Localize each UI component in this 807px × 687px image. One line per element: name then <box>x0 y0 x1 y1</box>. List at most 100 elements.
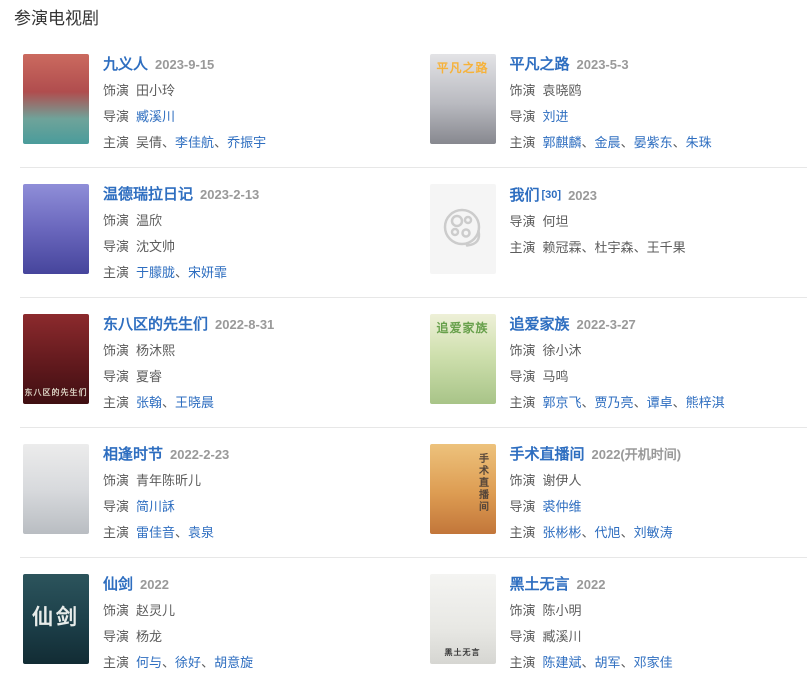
person-link[interactable]: 胡军 <box>595 655 621 670</box>
role-name: 袁晓鸥 <box>543 83 582 98</box>
poster-title-text: 追爱家族 <box>430 321 496 335</box>
name-separator: 、 <box>162 135 175 150</box>
person-name: 夏睿 <box>136 369 162 384</box>
person-link[interactable]: 于朦胧 <box>136 265 175 280</box>
role-row: 饰演田小玲 <box>103 81 266 101</box>
person-link[interactable]: 郭麒麟 <box>543 135 582 150</box>
person-link[interactable]: 熊梓淇 <box>686 395 725 410</box>
person-link[interactable]: 臧溪川 <box>136 109 175 124</box>
cast-row: 主演雷佳音、袁泉 <box>103 523 229 543</box>
series-title-link[interactable]: 手术直播间 <box>510 446 585 463</box>
meta-label: 主演 <box>510 240 536 255</box>
meta-rows: 饰演袁晓鸥导演刘进主演郭麒麟、金晨、晏紫东、朱珠 <box>510 81 712 153</box>
person-link[interactable]: 张翰 <box>136 395 162 410</box>
person-link[interactable]: 雷佳音 <box>136 525 175 540</box>
person-link[interactable]: 郭京飞 <box>543 395 582 410</box>
tv-series-entry: 我们[30]2023 导演何坦主演赖冠霖、杜宇森、王千果 <box>414 184 807 283</box>
role-row: 饰演袁晓鸥 <box>510 81 712 101</box>
meta-label: 主演 <box>103 265 129 280</box>
meta-label: 饰演 <box>510 473 536 488</box>
meta-rows: 饰演谢伊人导演裘仲维主演张彬彬、代旭、刘敏涛 <box>510 471 682 543</box>
name-separator: 、 <box>582 135 595 150</box>
director-row: 导演臧溪川 <box>510 627 673 647</box>
release-date: 2022 <box>140 577 169 592</box>
series-title-link[interactable]: 温德瑞拉日记 <box>103 186 193 203</box>
series-title-link[interactable]: 相逢时节 <box>103 446 163 463</box>
poster-image[interactable]: 黑土无言 <box>430 574 496 664</box>
person-link[interactable]: 刘敏涛 <box>634 525 673 540</box>
person-link[interactable]: 邓家佳 <box>634 655 673 670</box>
poster-image[interactable] <box>23 54 89 144</box>
person-name-list: 张彬彬、代旭、刘敏涛 <box>543 525 673 540</box>
poster-title-text: 黑土无言 <box>430 648 496 658</box>
series-title-link[interactable]: 黑土无言 <box>510 576 570 593</box>
person-link[interactable]: 朱珠 <box>686 135 712 150</box>
person-link[interactable]: 陈建斌 <box>543 655 582 670</box>
person-link[interactable]: 袁泉 <box>188 525 214 540</box>
meta-label: 主演 <box>103 525 129 540</box>
person-name-list: 裘仲维 <box>543 499 582 514</box>
role-row: 饰演徐小沐 <box>510 341 725 361</box>
meta-label: 主演 <box>103 135 129 150</box>
poster-image[interactable]: 平凡之路 <box>430 54 496 144</box>
person-name-list: 于朦胧、宋妍霏 <box>136 265 227 280</box>
poster-image[interactable]: 仙剑 <box>23 574 89 664</box>
series-title-link[interactable]: 追爱家族 <box>510 316 570 333</box>
person-link[interactable]: 宋妍霏 <box>188 265 227 280</box>
meta-rows: 饰演杨沐熙导演夏睿主演张翰、王晓晨 <box>103 341 274 413</box>
poster-image[interactable] <box>430 184 496 274</box>
series-title-link[interactable]: 平凡之路 <box>510 56 570 73</box>
person-link[interactable]: 裘仲维 <box>543 499 582 514</box>
poster-image[interactable]: 东八区的先生们 <box>23 314 89 404</box>
meta-label: 导演 <box>510 369 536 384</box>
meta-rows: 饰演徐小沐导演马鸣主演郭京飞、贾乃亮、谭卓、熊梓淇 <box>510 341 725 413</box>
person-link[interactable]: 晏紫东 <box>634 135 673 150</box>
meta-label: 导演 <box>103 369 129 384</box>
person-link[interactable]: 乔振宇 <box>227 135 266 150</box>
series-title-link[interactable]: 我们 <box>510 187 540 204</box>
title-line: 仙剑 2022 <box>103 575 253 595</box>
release-date: 2023 <box>568 188 597 203</box>
person-link[interactable]: 刘进 <box>543 109 569 124</box>
person-link[interactable]: 贾乃亮 <box>595 395 634 410</box>
person-link[interactable]: 王晓晨 <box>175 395 214 410</box>
meta-rows: 饰演青年陈昕儿导演简川訸主演雷佳音、袁泉 <box>103 471 229 543</box>
person-link[interactable]: 何与 <box>136 655 162 670</box>
poster-image[interactable]: 手术直播间 <box>430 444 496 534</box>
release-date: 2022-8-31 <box>215 317 274 332</box>
person-name: 马鸣 <box>543 369 569 384</box>
series-title-link[interactable]: 仙剑 <box>103 576 133 593</box>
name-separator: 、 <box>634 395 647 410</box>
name-separator: 、 <box>673 135 686 150</box>
section-title: 参演电视剧 <box>14 8 807 30</box>
name-separator: 、 <box>582 525 595 540</box>
series-title-link[interactable]: 九义人 <box>103 56 148 73</box>
series-title-link[interactable]: 东八区的先生们 <box>103 316 208 333</box>
person-name-list: 郭京飞、贾乃亮、谭卓、熊梓淇 <box>543 395 725 410</box>
director-row: 导演简川訸 <box>103 497 229 517</box>
cast-row: 主演郭麒麟、金晨、晏紫东、朱珠 <box>510 133 712 153</box>
poster-image[interactable] <box>23 184 89 274</box>
meta-label: 主演 <box>510 135 536 150</box>
citation-ref-link[interactable]: [30] <box>542 189 562 201</box>
person-link[interactable]: 胡意旋 <box>214 655 253 670</box>
person-link[interactable]: 张彬彬 <box>543 525 582 540</box>
role-name: 陈小明 <box>543 603 582 618</box>
poster-image[interactable]: 追爱家族 <box>430 314 496 404</box>
person-name: 何坦 <box>543 214 569 229</box>
person-name-list: 雷佳音、袁泉 <box>136 525 214 540</box>
poster-image[interactable] <box>23 444 89 534</box>
role-row: 饰演温欣 <box>103 211 259 231</box>
person-name: 王千果 <box>647 240 686 255</box>
person-link[interactable]: 徐好 <box>175 655 201 670</box>
person-link[interactable]: 简川訸 <box>136 499 175 514</box>
person-link[interactable]: 金晨 <box>595 135 621 150</box>
person-link[interactable]: 谭卓 <box>647 395 673 410</box>
role-name: 赵灵儿 <box>136 603 175 618</box>
person-link[interactable]: 李佳航 <box>175 135 214 150</box>
person-link[interactable]: 代旭 <box>595 525 621 540</box>
